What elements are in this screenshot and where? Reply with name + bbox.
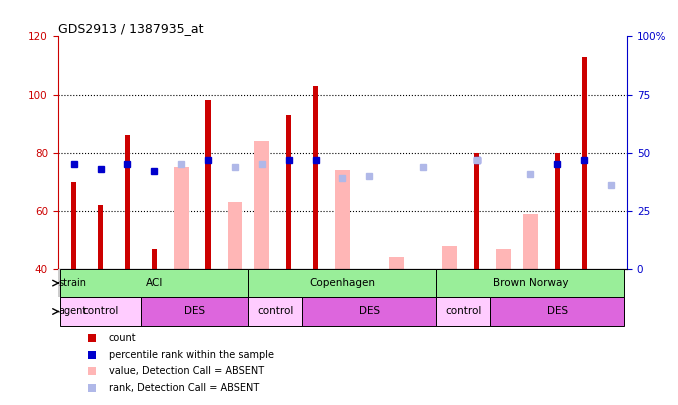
Bar (603, 269, 618, 379)
Text: control: control (445, 307, 481, 316)
Bar (555, 153, 560, 269)
Text: percentile rank within the sample: percentile rank within the sample (109, 350, 274, 360)
Text: GDS2913 / 1387935_at: GDS2913 / 1387935_at (58, 22, 203, 35)
Bar (302, 297, 437, 326)
Bar (141, 297, 248, 326)
Text: count: count (109, 333, 136, 343)
Bar (152, 249, 157, 269)
Text: DES: DES (546, 307, 568, 316)
Bar (388, 257, 403, 269)
Bar (313, 86, 318, 269)
Bar (98, 205, 103, 269)
Bar (71, 182, 77, 269)
Bar (254, 141, 269, 269)
Text: control: control (83, 307, 119, 316)
Bar (496, 249, 511, 269)
Text: agent: agent (58, 307, 86, 316)
Bar (490, 297, 624, 326)
Bar (437, 269, 624, 297)
Text: value, Detection Call = ABSENT: value, Detection Call = ABSENT (109, 367, 264, 376)
Bar (474, 153, 479, 269)
Bar (286, 115, 292, 269)
Bar (582, 57, 586, 269)
Text: rank, Detection Call = ABSENT: rank, Detection Call = ABSENT (109, 383, 259, 393)
Text: control: control (257, 307, 294, 316)
Text: strain: strain (58, 278, 86, 288)
Text: DES: DES (359, 307, 380, 316)
Bar (228, 202, 242, 269)
Bar (125, 135, 130, 269)
Bar (60, 297, 141, 326)
Bar (60, 269, 248, 297)
Text: ACI: ACI (146, 278, 163, 288)
Bar (523, 214, 538, 269)
Bar (174, 167, 188, 269)
Bar (443, 246, 457, 269)
Text: Brown Norway: Brown Norway (493, 278, 568, 288)
Bar (248, 269, 437, 297)
Text: Copenhagen: Copenhagen (309, 278, 376, 288)
Bar (437, 297, 490, 326)
Bar (248, 297, 302, 326)
Bar (335, 170, 350, 269)
Bar (205, 100, 211, 269)
Text: DES: DES (184, 307, 205, 316)
Bar (58, 269, 60, 297)
